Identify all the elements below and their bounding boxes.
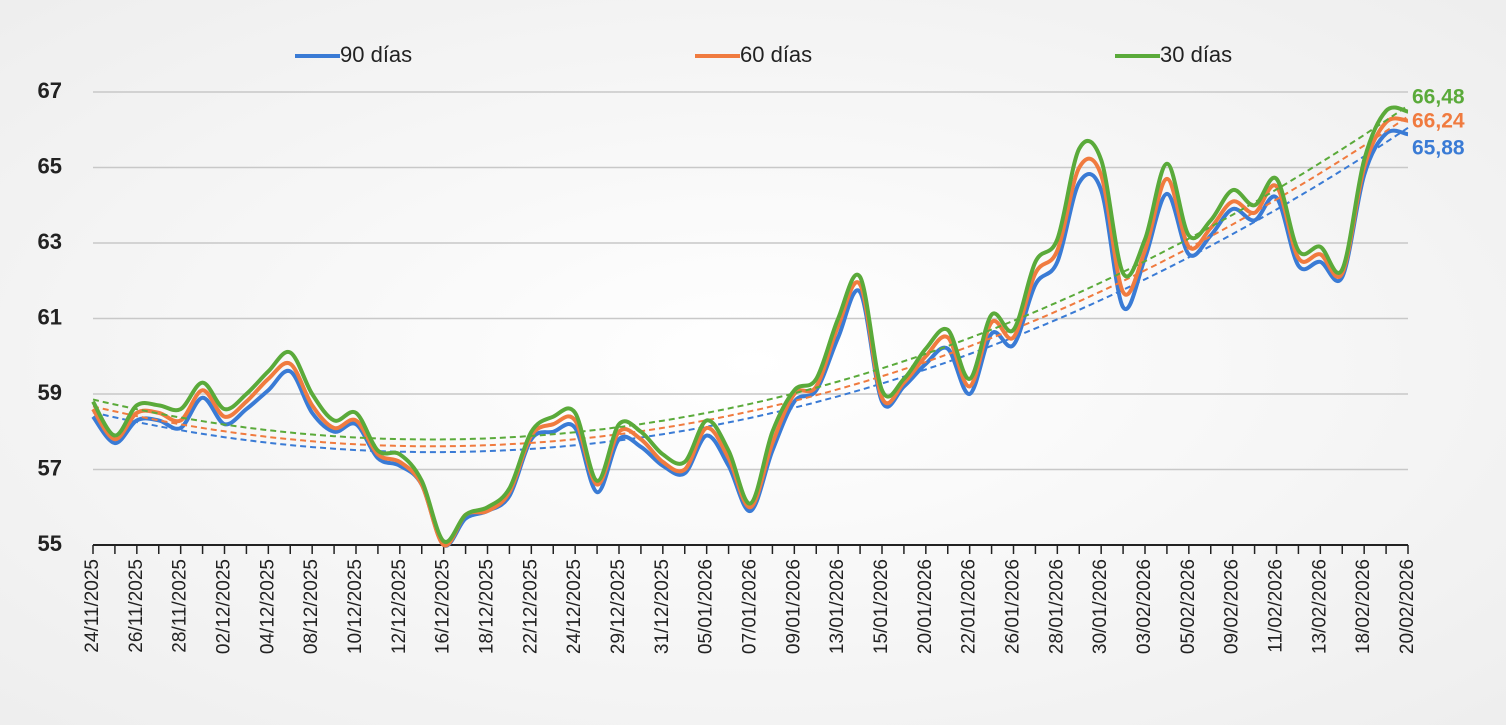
x-tick-label: 28/11/2025: [170, 559, 191, 653]
y-tick-label: 67: [38, 78, 62, 103]
x-tick-label: 18/12/2025: [477, 559, 498, 654]
x-tick-label: 07/01/2026: [740, 559, 761, 654]
x-tick-label: 22/12/2025: [520, 559, 541, 654]
x-tick-label: 03/02/2026: [1134, 559, 1155, 654]
legend-label: 90 días: [340, 42, 412, 67]
x-tick-label: 13/02/2026: [1309, 559, 1330, 654]
x-tick-label: 20/02/2026: [1397, 559, 1418, 654]
y-tick-label: 57: [38, 455, 62, 480]
x-tick-label: 08/12/2025: [301, 559, 322, 654]
end-label: 66,48: [1412, 86, 1465, 109]
y-tick-label: 59: [38, 380, 62, 405]
x-tick-label: 16/12/2025: [433, 559, 454, 654]
x-tick-label: 26/11/2025: [126, 559, 147, 653]
y-tick-label: 63: [38, 229, 62, 254]
x-tick-label: 05/01/2026: [696, 559, 717, 654]
x-tick-label: 05/02/2026: [1178, 559, 1199, 654]
y-tick-label: 61: [38, 304, 62, 329]
end-label: 65,88: [1412, 137, 1465, 160]
x-tick-label: 24/11/2025: [82, 559, 103, 653]
legend-label: 60 días: [740, 42, 812, 67]
y-tick-label: 55: [38, 531, 62, 556]
legend-label: 30 días: [1160, 42, 1232, 67]
end-label: 66,24: [1412, 110, 1465, 133]
series-line: [91, 116, 1409, 548]
x-tick-label: 29/12/2025: [608, 559, 629, 654]
series-line: [91, 105, 1409, 544]
x-tick-label: 26/01/2026: [1003, 559, 1024, 654]
x-tick-label: 13/01/2026: [827, 559, 848, 654]
x-tick-label: 24/12/2025: [564, 559, 585, 654]
x-tick-label: 20/01/2026: [915, 559, 936, 654]
x-tick-label: 11/02/2026: [1266, 559, 1287, 653]
trendline: [92, 126, 1409, 454]
x-tick-label: 02/12/2025: [214, 559, 235, 654]
x-tick-label: 28/01/2026: [1046, 559, 1067, 654]
x-tick-label: 09/02/2026: [1222, 559, 1243, 654]
x-tick-label: 12/12/2025: [389, 559, 410, 654]
x-tick-label: 22/01/2026: [959, 559, 980, 654]
x-tick-label: 15/01/2026: [871, 559, 892, 654]
x-tick-label: 04/12/2025: [257, 559, 278, 654]
x-tick-label: 31/12/2025: [652, 559, 673, 654]
y-tick-label: 65: [38, 153, 62, 178]
trendline: [92, 104, 1409, 441]
x-tick-label: 09/01/2026: [783, 559, 804, 654]
x-tick-label: 18/02/2026: [1353, 559, 1374, 654]
x-tick-label: 30/01/2026: [1090, 559, 1111, 654]
x-tick-label: 10/12/2025: [345, 559, 366, 654]
